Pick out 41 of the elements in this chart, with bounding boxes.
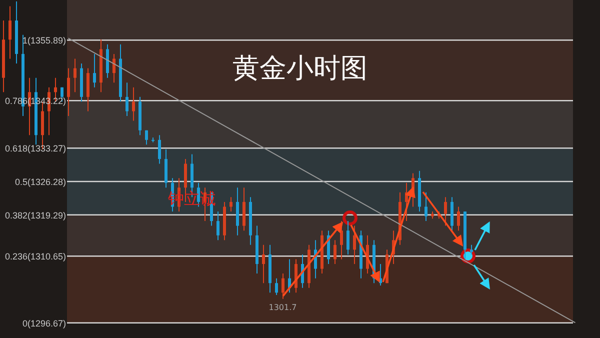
- y-tick-label: (1296.67): [27, 318, 66, 328]
- candlestick: [164, 148, 168, 188]
- candlestick: [275, 278, 278, 296]
- candlestick: [282, 273, 284, 300]
- candlestick: [112, 53, 116, 84]
- candlestick: [340, 220, 343, 260]
- annotation: 0.618: [4, 144, 28, 154]
- candlestick: [67, 68, 70, 117]
- candlestick: [132, 86, 135, 122]
- candlestick: [74, 58, 76, 93]
- y-tick-label: (1319.29): [27, 210, 66, 220]
- annotation: 0.382: [4, 210, 28, 220]
- candlestick: [126, 82, 128, 117]
- y-tick-label: (1326.28): [27, 177, 66, 188]
- candlestick: [353, 225, 356, 265]
- annotation: 1301.7: [268, 302, 297, 312]
- text: 黄金小时图: [232, 52, 368, 86]
- annotation: 0.5: [14, 177, 28, 188]
- candlestick: [262, 244, 265, 284]
- candlestick: [145, 130, 148, 146]
- candlestick: [236, 187, 239, 236]
- annotation: 0: [22, 318, 28, 328]
- candlestick: [334, 240, 336, 265]
- candlestick: [93, 53, 96, 88]
- annotation: 0.236: [4, 252, 28, 262]
- candlestick: [470, 244, 473, 255]
- candlestick: [450, 196, 454, 232]
- candlestick: [216, 210, 220, 241]
- y-tick-label: (1310.65): [27, 252, 66, 262]
- candlestick: [8, 6, 12, 60]
- candlestick: [424, 192, 428, 222]
- candlestick: [230, 196, 232, 212]
- candlestick: [346, 220, 350, 255]
- y-tick-label: (1355.89): [27, 36, 66, 46]
- candlestick: [158, 134, 161, 164]
- candlestick: [106, 44, 109, 78]
- candlestick: [444, 196, 447, 226]
- candlestick: [242, 187, 246, 232]
- candlestick: [86, 68, 90, 112]
- candlestick: [457, 206, 460, 232]
- y-tick-label: (1333.27): [27, 144, 66, 154]
